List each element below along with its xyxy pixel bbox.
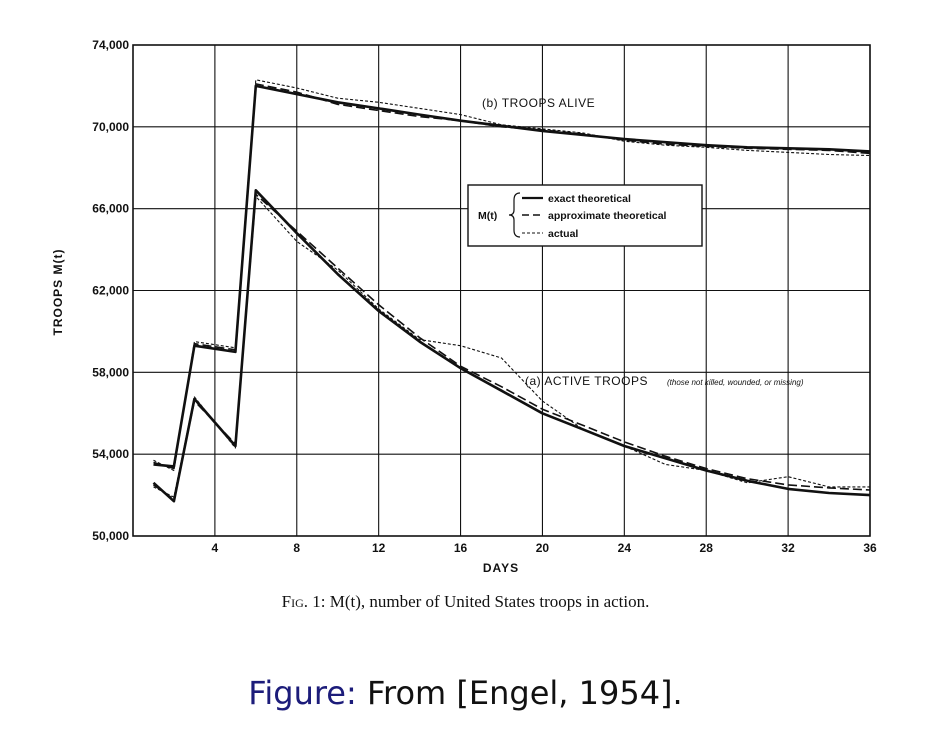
x-tick-label: 16 — [454, 541, 468, 555]
figure-caption: Fig. 1: M(t), number of United States tr… — [0, 592, 931, 612]
x-tick-label: 8 — [293, 541, 300, 555]
active-troops-note: (those not killed, wounded, or missing) — [667, 378, 804, 387]
chart: 4 8 12 16 20 24 28 32 36 50,000 54,000 58,000 62,00… — [51, 38, 877, 575]
y-tick-label: 50,000 — [92, 529, 129, 543]
footer-text: From [Engel, 1954]. — [366, 674, 683, 712]
grid — [133, 44, 871, 537]
series-lines — [152, 79, 871, 503]
y-tick-label: 66,000 — [92, 202, 129, 216]
legend-box — [467, 184, 703, 247]
y-tick-label: 54,000 — [92, 447, 129, 461]
y-tick-label: 58,000 — [92, 365, 129, 379]
y-tick-label: 74,000 — [92, 38, 129, 52]
legend-prefix: M(t) — [478, 210, 497, 222]
x-axis-label: DAYS — [483, 561, 519, 575]
series-line-exact-theoretical-0 — [153, 84, 871, 468]
y-tick-labels: 50,000 54,000 58,000 62,000 66,000 70,000 74,0… — [92, 38, 129, 543]
series-line-approximate-theoretical-1 — [153, 83, 871, 470]
series-line-actual-5 — [153, 195, 870, 498]
x-tick-label: 4 — [212, 541, 219, 555]
plot-frame — [132, 44, 871, 537]
y-axis-label: TROOPS M(t) — [51, 249, 65, 336]
active-troops-annotation: (a) ACTIVE TROOPS — [525, 374, 648, 388]
x-tick-label: 12 — [372, 541, 386, 555]
y-tick-label: 62,000 — [92, 284, 129, 298]
legend-item-approximate: approximate theoretical — [548, 210, 667, 222]
x-tick-label: 32 — [781, 541, 795, 555]
legend: M(t) exact theoretical approximate theor… — [467, 184, 703, 247]
series-line-actual-2 — [153, 79, 871, 472]
x-tick-label: 24 — [618, 541, 632, 555]
legend-brace — [508, 192, 521, 238]
figure-footer: Figure: From [Engel, 1954]. — [0, 674, 931, 712]
y-tick-label: 70,000 — [92, 120, 129, 134]
x-tick-labels: 4 8 12 16 20 24 28 32 36 — [212, 541, 877, 555]
x-tick-label: 20 — [536, 541, 550, 555]
footer-label: Figure: — [248, 674, 357, 712]
caption-fig-label: Fig. 1: — [281, 592, 326, 611]
troops-alive-annotation: (b) TROOPS ALIVE — [482, 96, 595, 110]
caption-text: M(t), number of United States troops in … — [329, 592, 650, 611]
x-tick-label: 36 — [863, 541, 877, 555]
x-tick-label: 28 — [700, 541, 714, 555]
legend-item-exact: exact theoretical — [548, 193, 631, 205]
legend-item-actual: actual — [548, 228, 578, 240]
